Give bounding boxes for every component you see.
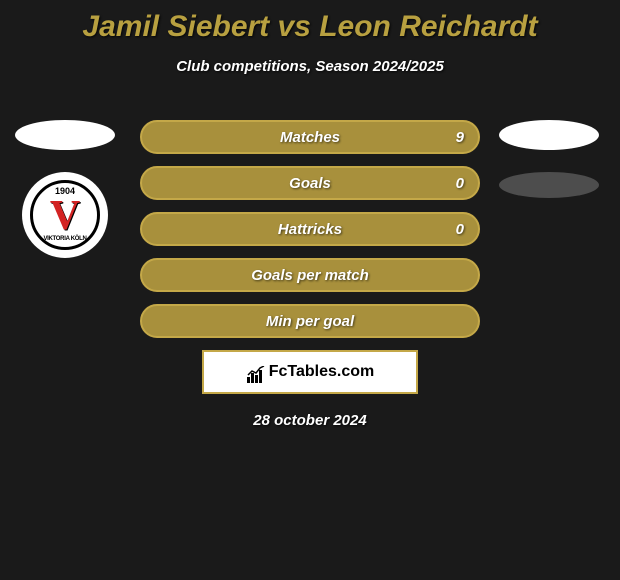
stat-value-right: 9 (456, 129, 464, 146)
left-player-column: 1904 V VIKTORIA KÖLN (10, 120, 120, 258)
stat-label: Goals per match (251, 267, 369, 284)
stat-bar-goals-per-match: Goals per match (140, 258, 480, 292)
stat-bar-goals: Goals 0 (140, 166, 480, 200)
badge-club-name: VIKTORIA KÖLN (43, 236, 86, 242)
badge-letter: V (50, 192, 80, 240)
player-left-shape (15, 120, 115, 150)
stats-container: Matches 9 Goals 0 Hattricks 0 Goals per … (140, 120, 480, 429)
page-title: Jamil Siebert vs Leon Reichardt (0, 0, 620, 44)
stat-value-right: 0 (456, 175, 464, 192)
page-subtitle: Club competitions, Season 2024/2025 (0, 58, 620, 75)
stat-bar-matches: Matches 9 (140, 120, 480, 154)
badge-inner: 1904 V VIKTORIA KÖLN (30, 180, 100, 250)
stat-value-right: 0 (456, 221, 464, 238)
date-text: 28 october 2024 (140, 412, 480, 429)
brand-text: FcTables.com (269, 363, 375, 381)
right-player-column (494, 120, 604, 198)
stat-bar-hattricks: Hattricks 0 (140, 212, 480, 246)
stat-label: Min per goal (266, 313, 354, 330)
badge-year: 1904 (55, 186, 75, 196)
chart-icon (246, 366, 266, 384)
player-right-shape-2 (499, 172, 599, 198)
stat-label: Goals (289, 175, 331, 192)
stat-label: Hattricks (278, 221, 342, 238)
brand-box: FcTables.com (202, 350, 418, 394)
stat-bar-min-per-goal: Min per goal (140, 304, 480, 338)
stat-label: Matches (280, 129, 340, 146)
club-badge-left: 1904 V VIKTORIA KÖLN (22, 172, 108, 258)
player-right-shape-1 (499, 120, 599, 150)
